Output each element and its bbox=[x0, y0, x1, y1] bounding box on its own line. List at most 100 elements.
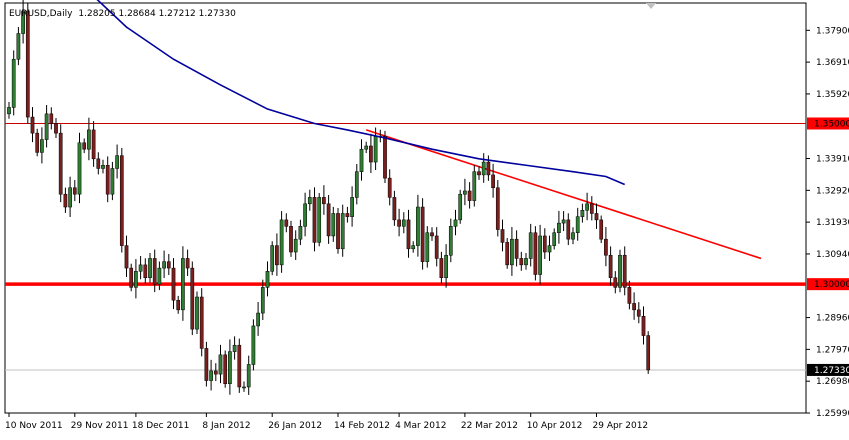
candle-body bbox=[260, 287, 265, 314]
time-tick-label: 10 Apr 2012 bbox=[527, 421, 583, 431]
candle-body bbox=[30, 116, 35, 134]
candle-body bbox=[256, 312, 260, 327]
candle-body bbox=[477, 171, 481, 176]
candle-body bbox=[289, 226, 293, 253]
candle-body bbox=[552, 232, 557, 246]
candle-body bbox=[340, 213, 345, 250]
candle-body bbox=[218, 354, 223, 375]
candle-body bbox=[152, 258, 157, 285]
candle-body bbox=[373, 136, 378, 163]
candle-body bbox=[275, 245, 279, 266]
candle-body bbox=[284, 219, 289, 227]
candle-body bbox=[510, 238, 514, 266]
candle-body bbox=[613, 277, 618, 288]
candle-body bbox=[514, 238, 519, 259]
candle-body bbox=[495, 187, 500, 230]
candle-body bbox=[35, 132, 40, 153]
candle-body bbox=[213, 370, 218, 375]
candle-body bbox=[322, 197, 326, 205]
candle-body bbox=[91, 129, 96, 160]
time-tick-label: 10 Nov 2011 bbox=[5, 421, 63, 431]
trendline bbox=[365, 129, 762, 260]
candle-body bbox=[115, 155, 119, 169]
candles bbox=[7, 0, 651, 395]
candle-body bbox=[265, 271, 270, 288]
candle-body bbox=[181, 258, 185, 311]
current-price-marker bbox=[807, 363, 849, 376]
current-price-label: 1.27330 bbox=[814, 366, 849, 376]
candle-body bbox=[636, 309, 641, 317]
candle-body bbox=[448, 226, 453, 256]
candle-body bbox=[251, 325, 256, 365]
candle-body bbox=[307, 197, 312, 205]
candle-body bbox=[11, 58, 16, 108]
candle-body bbox=[204, 348, 209, 381]
candle-body bbox=[575, 216, 580, 233]
price-marker-label: 1.35000 bbox=[814, 119, 849, 129]
candle-body bbox=[16, 33, 21, 60]
candle-body bbox=[195, 296, 199, 330]
candle-body bbox=[148, 258, 152, 278]
candle-body bbox=[143, 264, 148, 278]
time-tick-label: 4 Mar 2012 bbox=[395, 421, 446, 431]
price-tick-label: 1.25990 bbox=[816, 409, 849, 419]
price-marker bbox=[807, 278, 849, 291]
time-tick-label: 26 Jan 2012 bbox=[268, 421, 322, 431]
candle-body bbox=[467, 190, 472, 201]
candle-body bbox=[505, 242, 510, 266]
candle-body bbox=[124, 245, 129, 269]
candle-body bbox=[134, 271, 138, 288]
candle-body bbox=[622, 254, 627, 288]
candle-body bbox=[199, 296, 204, 349]
candle-body bbox=[383, 136, 387, 179]
time-tick-label: 14 Feb 2012 bbox=[334, 421, 390, 431]
price-tick-label: 1.36910 bbox=[816, 58, 849, 68]
candle-body bbox=[519, 258, 524, 266]
time-tick-label: 29 Nov 2011 bbox=[71, 421, 129, 431]
candle-body bbox=[585, 203, 589, 211]
candle-body bbox=[453, 219, 458, 227]
candle-body bbox=[232, 344, 237, 352]
candle-body bbox=[354, 171, 359, 198]
candle-body bbox=[397, 219, 401, 227]
candle-body bbox=[458, 193, 463, 221]
candle-body bbox=[542, 235, 547, 253]
candle-body bbox=[162, 261, 166, 269]
candle-body bbox=[350, 197, 354, 217]
candle-body bbox=[58, 132, 63, 195]
candle-body bbox=[561, 219, 566, 224]
candle-body bbox=[580, 209, 585, 217]
candle-body bbox=[166, 261, 171, 269]
candle-body bbox=[105, 165, 110, 195]
chart-shift-marker[interactable] bbox=[646, 3, 656, 9]
candle-body bbox=[110, 168, 115, 195]
candle-body bbox=[604, 238, 608, 256]
chart-title: EURUSD,Daily 1.28205 1.28684 1.27212 1.27… bbox=[9, 9, 236, 19]
candle-body bbox=[336, 213, 340, 250]
candle-body bbox=[303, 203, 307, 227]
candle-body bbox=[54, 123, 58, 134]
candle-body bbox=[401, 219, 406, 227]
candle-body bbox=[138, 264, 143, 272]
candle-body bbox=[538, 235, 542, 275]
candle-body bbox=[528, 232, 533, 259]
candle-body bbox=[223, 354, 228, 385]
candle-body bbox=[486, 161, 491, 176]
candle-body bbox=[228, 351, 232, 385]
symbol-label: EURUSD,Daily bbox=[9, 9, 73, 19]
candle-body bbox=[326, 203, 331, 237]
candle-body bbox=[49, 113, 54, 124]
reference-lines bbox=[5, 122, 806, 371]
candle-body bbox=[246, 364, 251, 388]
candle-body bbox=[77, 142, 82, 195]
time-tick-label: 29 Apr 2012 bbox=[593, 421, 649, 431]
candle-body bbox=[618, 254, 622, 288]
candle-body bbox=[557, 222, 561, 233]
candle-body bbox=[387, 177, 392, 198]
price-tick-label: 1.31930 bbox=[816, 218, 849, 228]
candle-body bbox=[209, 370, 213, 381]
candle-body bbox=[40, 139, 44, 153]
candle-body bbox=[439, 258, 444, 278]
